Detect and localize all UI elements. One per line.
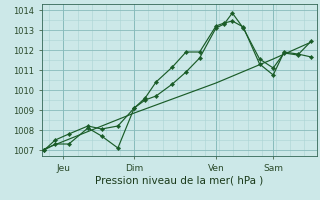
- X-axis label: Pression niveau de la mer( hPa ): Pression niveau de la mer( hPa ): [95, 175, 263, 185]
